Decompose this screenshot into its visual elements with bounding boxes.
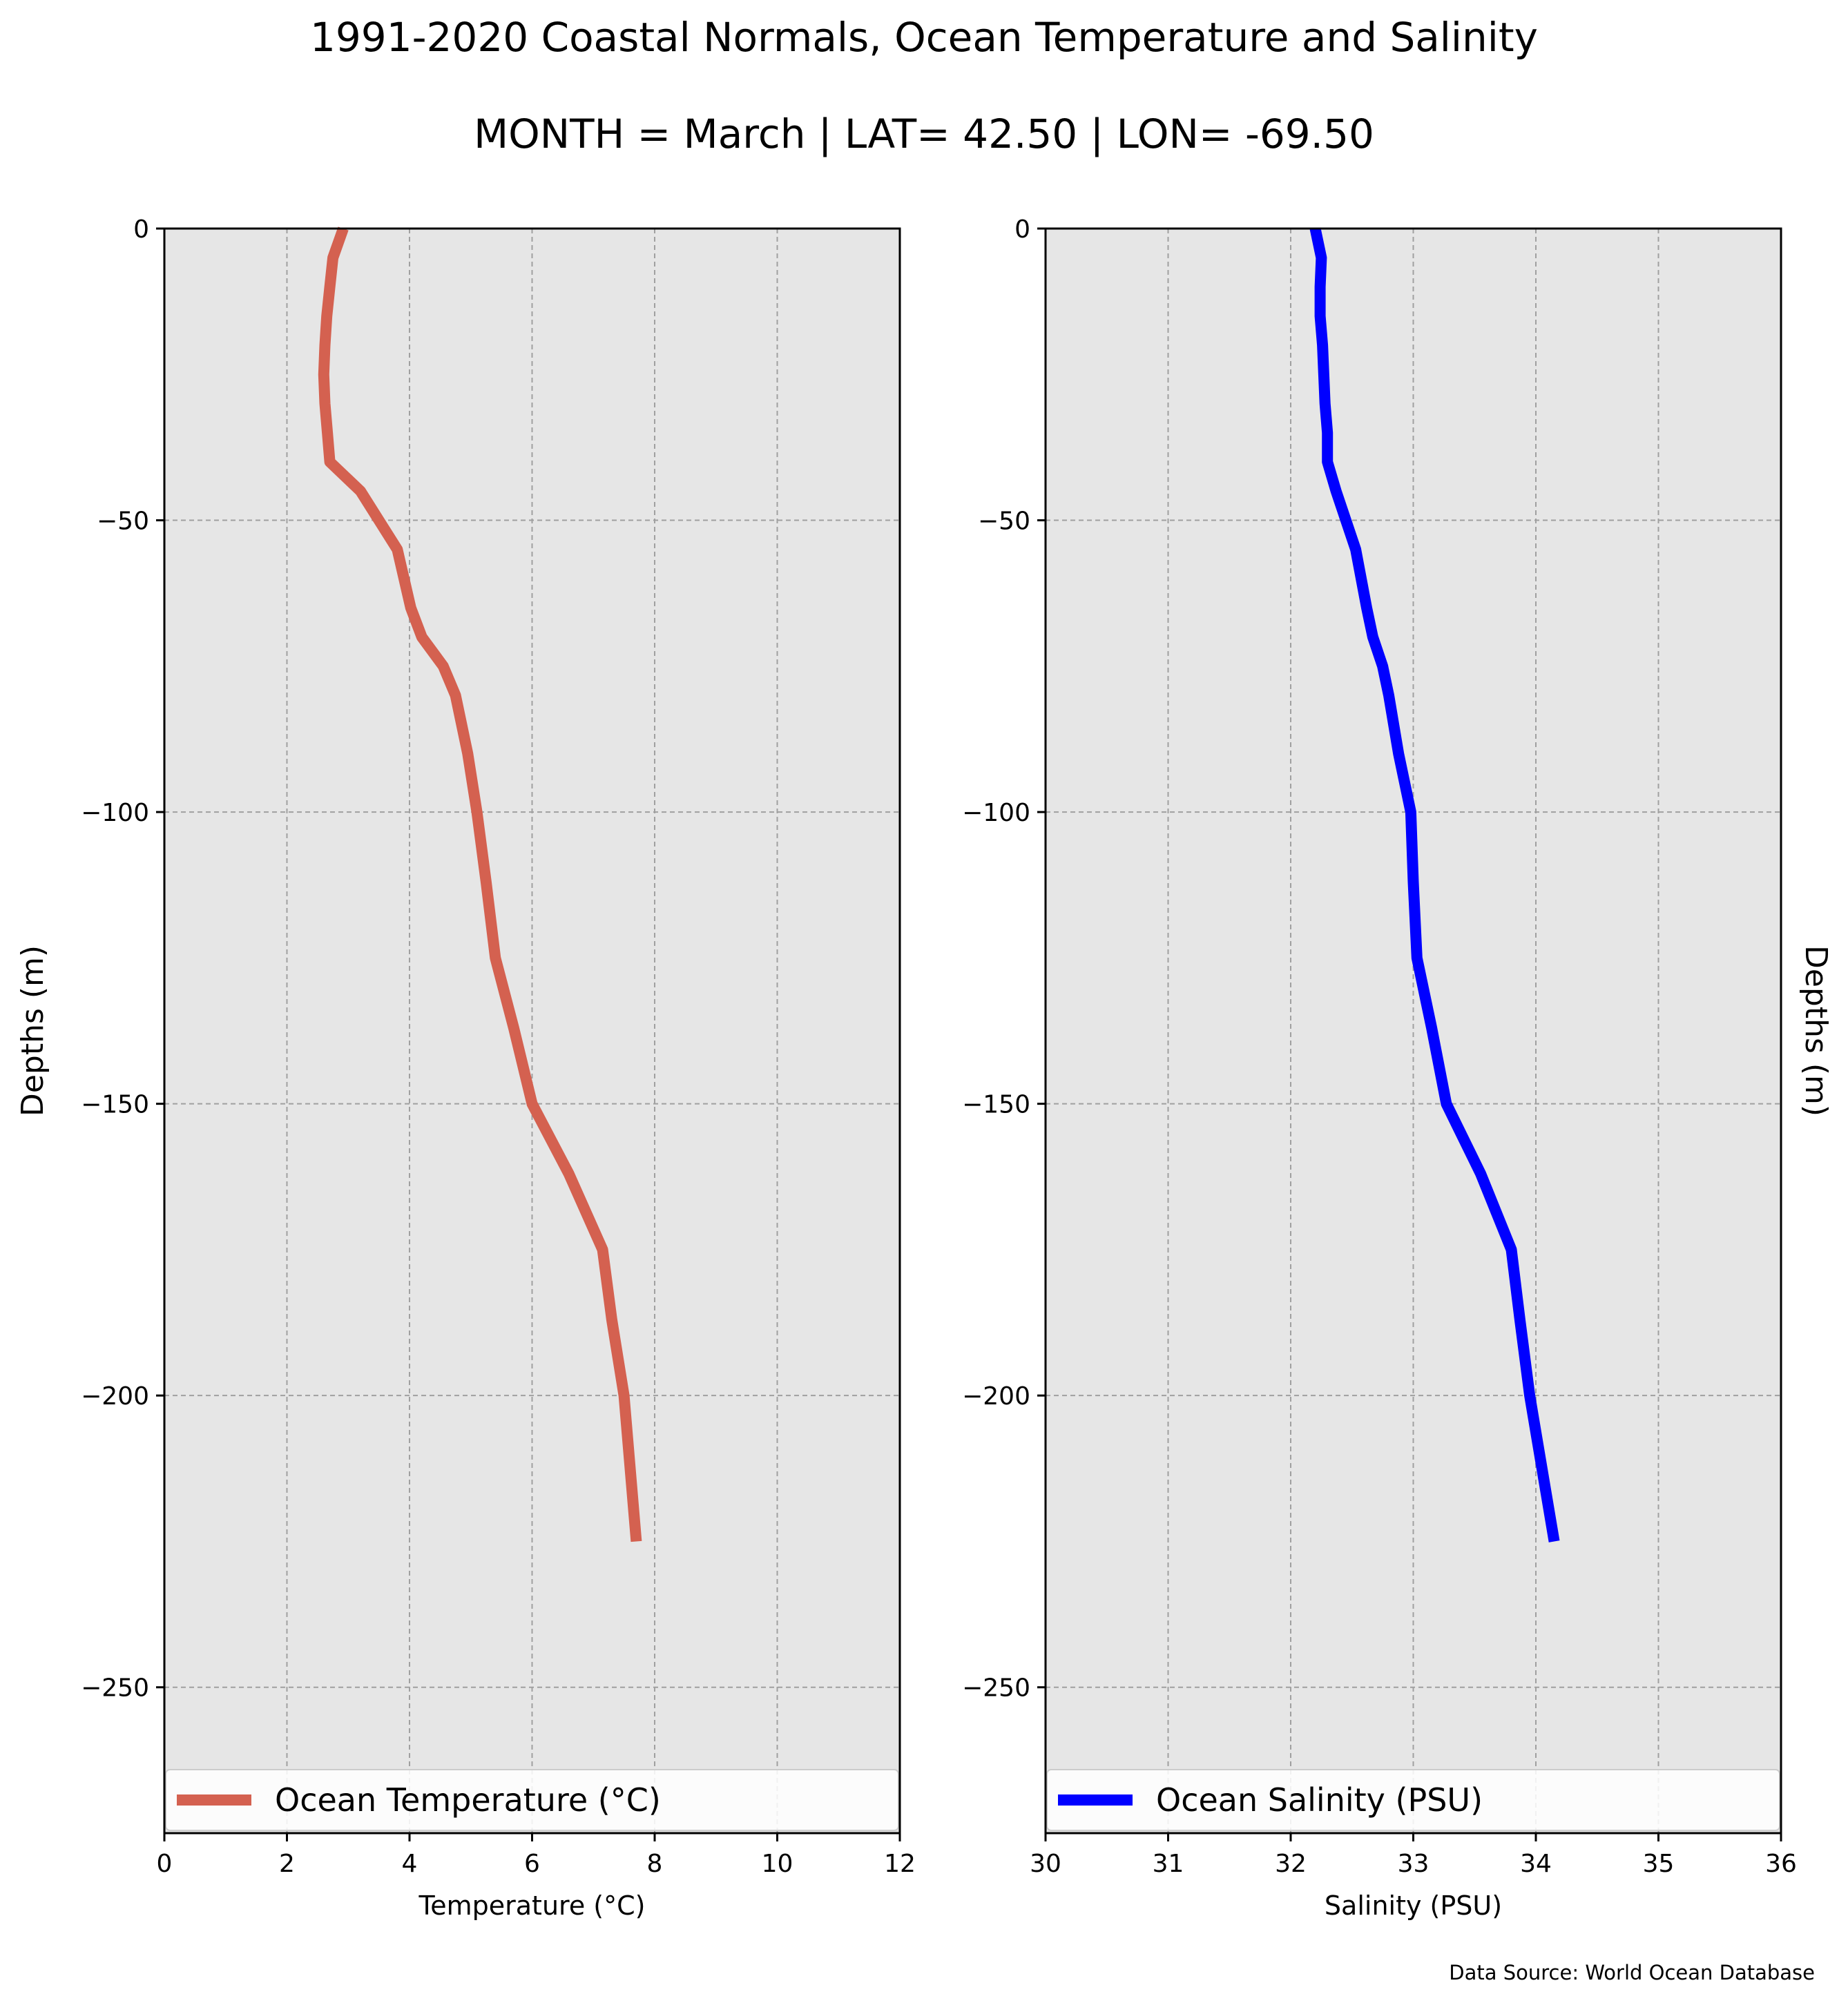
y-tick-label: −100 (962, 799, 1030, 827)
x-tick-label: 32 (1275, 1850, 1307, 1878)
x-tick-label: 31 (1153, 1850, 1184, 1878)
x-tick-label: 4 (402, 1850, 418, 1878)
y-tick-label: −200 (81, 1382, 149, 1411)
series-line (318, 226, 642, 1542)
x-tick-label: 8 (647, 1850, 663, 1878)
series-line (1309, 227, 1560, 1542)
legend-label: Ocean Temperature (°C) (275, 1781, 661, 1819)
y-tick-label: −100 (81, 799, 149, 827)
legend-box (1046, 1769, 1780, 1831)
panel-2: Ocean Salinity (PSU) 30 31 32 33 34 35 36 0 −50 −1… (962, 215, 1833, 1921)
x-tick-label: 33 (1398, 1850, 1430, 1878)
y-tick-label: 0 (133, 215, 149, 244)
legend-box (165, 1769, 899, 1831)
y-tick-label: −150 (962, 1091, 1030, 1119)
y-tick-label: −250 (962, 1674, 1030, 1703)
x-tick-label: 6 (524, 1850, 540, 1878)
y-axis-label: Depths (m) (15, 945, 50, 1116)
y-tick-label: −50 (97, 507, 149, 536)
x-axis-label: Salinity (PSU) (1325, 1890, 1502, 1921)
x-tick-label: 10 (762, 1850, 793, 1878)
y-axis-label: Depths (m) (1798, 945, 1833, 1116)
x-tick-label: 34 (1520, 1850, 1552, 1878)
data-source-note: Data Source: World Ocean Database (1449, 1961, 1815, 1984)
panel-1: Ocean Temperature (°C) 0 2 4 6 8 10 12 0 −50 −100 −… (15, 215, 916, 1921)
x-tick-label: 2 (279, 1850, 295, 1878)
x-axis-label: Temperature (°C) (418, 1890, 646, 1921)
x-tick-label: 36 (1765, 1850, 1797, 1878)
y-tick-label: −200 (962, 1382, 1030, 1411)
y-tick-label: −250 (81, 1674, 149, 1703)
x-tick-label: 35 (1643, 1850, 1675, 1878)
chart-subtitle: MONTH = March | LAT= 42.50 | LON= -69.50 (474, 110, 1374, 157)
chart-title: 1991-2020 Coastal Normals, Ocean Tempera… (310, 14, 1538, 61)
legend-label: Ocean Salinity (PSU) (1156, 1781, 1483, 1819)
y-tick-label: −50 (978, 507, 1030, 536)
x-tick-label: 30 (1030, 1850, 1061, 1878)
y-tick-label: −150 (81, 1091, 149, 1119)
x-tick-label: 12 (884, 1850, 916, 1878)
y-tick-label: 0 (1014, 215, 1030, 244)
x-tick-label: 0 (157, 1850, 173, 1878)
